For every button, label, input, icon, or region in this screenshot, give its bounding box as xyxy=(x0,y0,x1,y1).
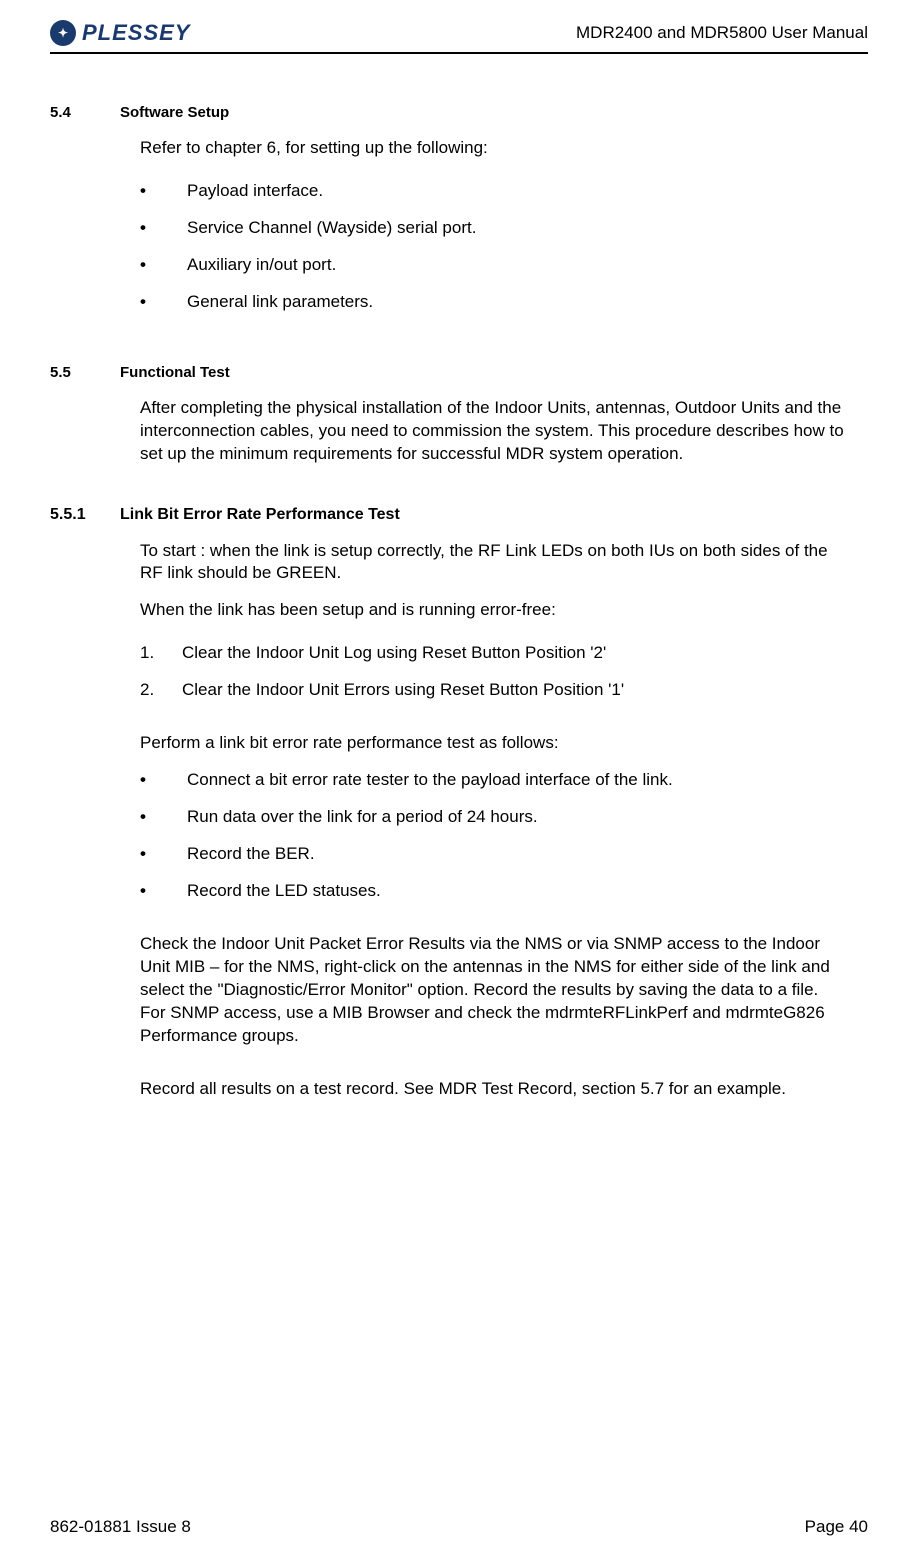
bullet-item: • General link parameters. xyxy=(140,291,868,314)
section-title: Software Setup xyxy=(120,104,229,121)
plessey-logo-icon: ✦ xyxy=(50,20,76,46)
document-id: 862-01881 Issue 8 xyxy=(50,1517,191,1537)
body-paragraph: Check the Indoor Unit Packet Error Resul… xyxy=(140,933,848,1048)
bullet-text: Connect a bit error rate tester to the p… xyxy=(187,769,673,792)
bullet-marker-icon: • xyxy=(140,217,152,240)
bullet-item: • Auxiliary in/out port. xyxy=(140,254,868,277)
body-paragraph: Record all results on a test record. See… xyxy=(140,1078,848,1101)
page-footer: 862-01881 Issue 8 Page 40 xyxy=(50,1506,868,1537)
bullet-marker-icon: • xyxy=(140,806,152,829)
body-paragraph: To start : when the link is setup correc… xyxy=(140,540,848,586)
bullet-item: • Service Channel (Wayside) serial port. xyxy=(140,217,868,240)
bullet-item: • Connect a bit error rate tester to the … xyxy=(140,769,868,792)
section-title: Functional Test xyxy=(120,364,230,381)
bullet-marker-icon: • xyxy=(140,769,152,792)
bullet-text: Auxiliary in/out port. xyxy=(187,254,336,277)
section-number: 5.5 xyxy=(50,364,90,381)
section-title: Link Bit Error Rate Performance Test xyxy=(120,506,400,524)
section-heading-5-5: 5.5 Functional Test xyxy=(50,364,868,381)
numbered-text: Clear the Indoor Unit Errors using Reset… xyxy=(182,679,624,702)
bullet-marker-icon: • xyxy=(140,254,152,277)
bullet-list: • Connect a bit error rate tester to the … xyxy=(140,769,868,903)
logo: ✦ PLESSEY xyxy=(50,20,190,46)
subsection-heading-5-5-1: 5.5.1 Link Bit Error Rate Performance Te… xyxy=(50,506,868,524)
bullet-marker-icon: • xyxy=(140,291,152,314)
section-number: 5.4 xyxy=(50,104,90,121)
page-number: Page 40 xyxy=(805,1517,868,1537)
bullet-text: Run data over the link for a period of 2… xyxy=(187,806,538,829)
bullet-item: • Payload interface. xyxy=(140,180,868,203)
bullet-marker-icon: • xyxy=(140,880,152,903)
bullet-marker-icon: • xyxy=(140,843,152,866)
body-paragraph: Perform a link bit error rate performanc… xyxy=(140,732,848,755)
section-heading-5-4: 5.4 Software Setup xyxy=(50,104,868,121)
bullet-item: • Record the LED statuses. xyxy=(140,880,868,903)
bullet-text: Record the BER. xyxy=(187,843,315,866)
bullet-list: • Payload interface. • Service Channel (Wa… xyxy=(140,180,868,314)
bullet-text: Service Channel (Wayside) serial port. xyxy=(187,217,476,240)
bullet-item: • Record the BER. xyxy=(140,843,868,866)
manual-title: MDR2400 and MDR5800 User Manual xyxy=(576,23,868,43)
section-number: 5.5.1 xyxy=(50,506,90,524)
page-content: 5.4 Software Setup Refer to chapter 6, f… xyxy=(50,104,868,1101)
numbered-item: 1. Clear the Indoor Unit Log using Reset … xyxy=(140,642,868,665)
bullet-item: • Run data over the link for a period of … xyxy=(140,806,868,829)
bullet-text: Record the LED statuses. xyxy=(187,880,381,903)
bullet-text: Payload interface. xyxy=(187,180,323,203)
bullet-marker-icon: • xyxy=(140,180,152,203)
numbered-list: 1. Clear the Indoor Unit Log using Reset … xyxy=(140,642,868,702)
page-header: ✦ PLESSEY MDR2400 and MDR5800 User Manua… xyxy=(50,20,868,54)
numbered-text: Clear the Indoor Unit Log using Reset Bu… xyxy=(182,642,606,665)
logo-text: PLESSEY xyxy=(82,20,190,46)
numbered-item: 2. Clear the Indoor Unit Errors using Res… xyxy=(140,679,868,702)
section-intro: Refer to chapter 6, for setting up the f… xyxy=(140,137,848,160)
numbered-marker: 2. xyxy=(140,679,160,702)
body-paragraph: When the link has been setup and is runn… xyxy=(140,599,848,622)
section-intro: After completing the physical installati… xyxy=(140,397,848,466)
bullet-text: General link parameters. xyxy=(187,291,373,314)
numbered-marker: 1. xyxy=(140,642,160,665)
